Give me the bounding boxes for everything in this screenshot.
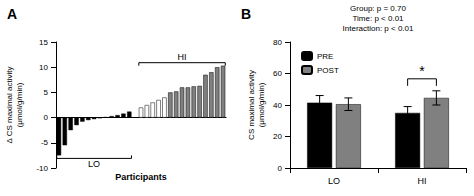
svg-text:-10: -10: [36, 164, 48, 173]
svg-text:-5: -5: [41, 138, 49, 147]
svg-text:0: 0: [278, 164, 283, 173]
svg-text:Time: p < 0.01: Time: p < 0.01: [352, 14, 404, 23]
svg-text:Group: p = 0.70: Group: p = 0.70: [350, 4, 406, 13]
svg-text:60: 60: [273, 69, 282, 78]
svg-text:HI: HI: [178, 52, 187, 62]
svg-text:A: A: [7, 6, 17, 22]
svg-text:B: B: [241, 6, 251, 22]
svg-text:CS maximal activity: CS maximal activity: [247, 70, 256, 140]
svg-text:PRE: PRE: [317, 52, 333, 61]
svg-text:10: 10: [39, 63, 48, 72]
svg-text:5: 5: [44, 88, 49, 97]
svg-text:(μmol/g/min): (μmol/g/min): [15, 82, 24, 127]
svg-text:HI: HI: [418, 176, 427, 186]
svg-text:POST: POST: [317, 66, 339, 75]
svg-text:40: 40: [273, 101, 282, 110]
svg-text:Δ CS maximal activity: Δ CS maximal activity: [5, 67, 14, 144]
svg-text:LO: LO: [328, 176, 340, 186]
svg-text:15: 15: [39, 38, 48, 47]
svg-text:Interaction: p < 0.01: Interaction: p < 0.01: [343, 24, 414, 33]
svg-text:0: 0: [44, 113, 49, 122]
svg-text:80: 80: [273, 38, 282, 47]
svg-text:20: 20: [273, 132, 282, 141]
svg-text:*: *: [419, 63, 425, 79]
svg-text:LO: LO: [88, 159, 100, 169]
svg-text:Participants: Participants: [115, 172, 167, 182]
svg-text:(μmol/g/min): (μmol/g/min): [257, 82, 266, 127]
